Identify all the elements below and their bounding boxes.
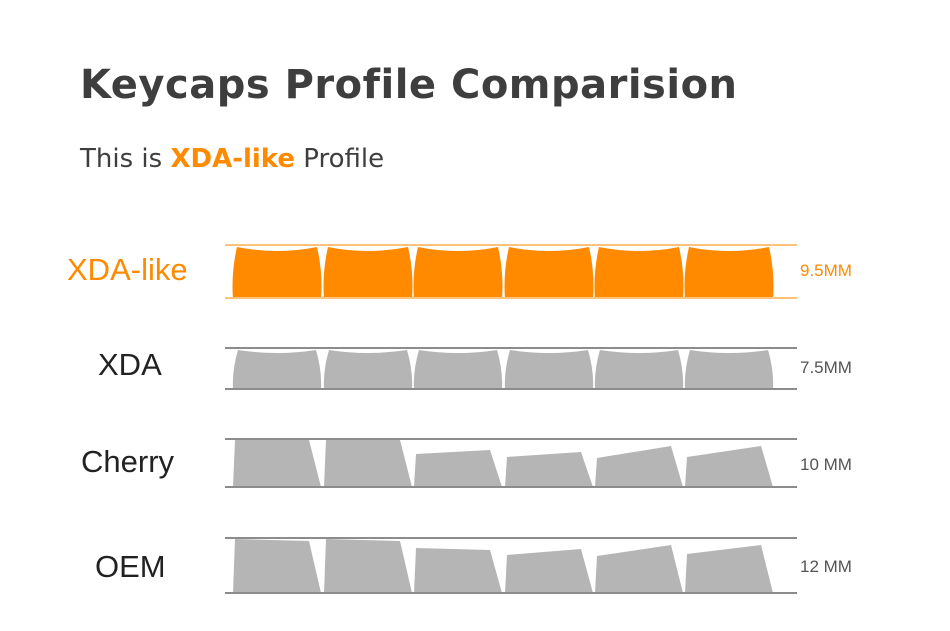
profile-height-xda-like: 9.5MM [800, 261, 852, 280]
subtitle-suffix: Profile [303, 144, 385, 174]
keycap-xda-2 [323, 350, 413, 390]
keycap-xda-like-4 [504, 247, 594, 299]
keycap-cherry-4 [505, 452, 593, 487]
subtitle-prefix: This is [80, 144, 163, 174]
keycap-oem-3 [414, 548, 502, 593]
keycap-cherry-1 [233, 440, 321, 487]
keycap-xda-like-6 [684, 247, 774, 299]
keycap-xda-3 [413, 350, 503, 390]
keycap-xda-like-5 [594, 247, 684, 299]
keycap-oem-6 [685, 545, 773, 593]
profile-label-xda: XDA [98, 347, 162, 382]
keycap-xda-1 [232, 350, 322, 390]
keycap-layer [225, 244, 797, 594]
keycap-cherry-3 [414, 450, 502, 487]
profile-height-oem: 12 MM [800, 557, 852, 576]
subtitle-highlight: XDA-like [170, 144, 296, 174]
profile-height-cherry: 10 MM [800, 455, 852, 474]
profile-label-cherry: Cherry [81, 444, 175, 479]
keycap-oem-4 [505, 549, 593, 593]
page-subtitle: This is XDA-like Profile [80, 144, 384, 174]
profile-label-xda-like: XDA-like [67, 252, 188, 287]
keycap-oem-1 [233, 539, 321, 593]
keycap-xda-like-1 [232, 247, 322, 299]
keycap-xda-6 [684, 350, 774, 390]
keycap-oem-5 [595, 545, 683, 593]
keycap-xda-5 [594, 350, 684, 390]
keycap-xda-like-2 [323, 247, 413, 299]
keycap-cherry-5 [595, 446, 683, 487]
keycap-xda-4 [504, 350, 594, 390]
keycap-xda-like-3 [413, 247, 503, 299]
page-title: Keycaps Profile Comparision [80, 62, 738, 108]
keycap-cherry-2 [324, 440, 412, 487]
keycap-oem-2 [324, 539, 412, 593]
keycap-cherry-6 [685, 446, 773, 487]
profile-label-oem: OEM [95, 549, 166, 584]
profile-height-xda: 7.5MM [800, 358, 852, 377]
